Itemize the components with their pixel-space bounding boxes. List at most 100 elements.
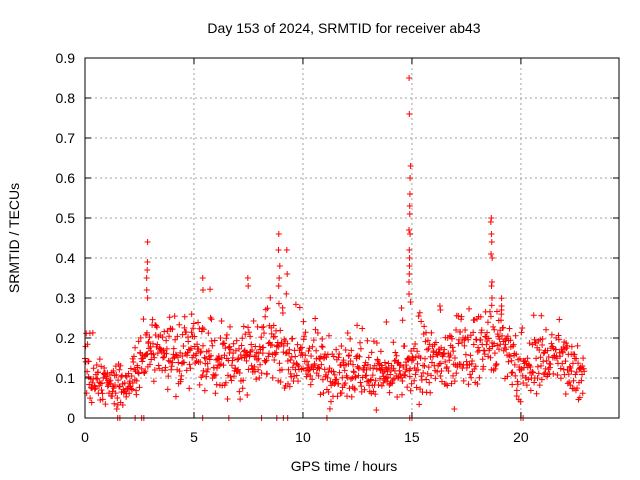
- data-point: [407, 163, 414, 169]
- data-point: [258, 334, 265, 341]
- data-point: [354, 322, 361, 329]
- data-point: [305, 348, 312, 355]
- data-point: [359, 325, 366, 332]
- data-point: [341, 367, 348, 374]
- data-point: [98, 387, 105, 394]
- data-point: [197, 359, 204, 366]
- data-point: [540, 358, 547, 365]
- data-point: [176, 368, 183, 375]
- data-point: [579, 371, 586, 378]
- data-point: [205, 330, 212, 337]
- data-point: [393, 352, 400, 359]
- data-point: [450, 372, 457, 379]
- data-point: [148, 356, 155, 363]
- data-point: [457, 328, 464, 335]
- data-point: [373, 406, 380, 413]
- data-point: [476, 374, 483, 381]
- data-point: [398, 305, 405, 312]
- data-point: [335, 354, 342, 361]
- data-point: [533, 390, 540, 397]
- data-point: [89, 329, 96, 336]
- data-point: [333, 376, 340, 383]
- data-point: [485, 335, 492, 342]
- data-point: [437, 360, 444, 367]
- x-tick-label: 20: [513, 429, 529, 445]
- data-point: [260, 323, 267, 330]
- data-point: [177, 349, 184, 356]
- data-point: [125, 370, 132, 377]
- data-point: [321, 366, 328, 373]
- data-point: [283, 247, 290, 253]
- data-point: [213, 381, 220, 388]
- data-point: [171, 313, 178, 320]
- data-point: [574, 385, 581, 392]
- data-point: [318, 361, 325, 368]
- data-point: [444, 382, 451, 389]
- data-point: [168, 363, 175, 370]
- data-point: [488, 231, 495, 237]
- data-point: [199, 287, 206, 293]
- data-point: [426, 379, 433, 386]
- data-point: [119, 402, 126, 409]
- data-point: [487, 313, 494, 320]
- data-point: [347, 357, 354, 364]
- data-point: [484, 329, 491, 336]
- data-point: [493, 361, 500, 368]
- data-point: [453, 370, 460, 377]
- data-point: [368, 349, 375, 356]
- data-point: [297, 345, 304, 352]
- data-point: [506, 352, 513, 359]
- data-point: [218, 354, 225, 361]
- data-point: [115, 377, 122, 384]
- data-point: [198, 348, 205, 355]
- data-point: [211, 372, 218, 379]
- data-point: [232, 347, 239, 354]
- data-point: [260, 344, 267, 351]
- data-point: [336, 350, 343, 357]
- data-point: [98, 363, 105, 370]
- data-point: [483, 341, 490, 348]
- data-point: [262, 313, 269, 320]
- data-point: [470, 329, 477, 336]
- data-point: [325, 332, 332, 339]
- data-point: [221, 340, 228, 347]
- data-point: [96, 356, 103, 363]
- data-point: [257, 361, 264, 368]
- data-point: [245, 329, 252, 336]
- data-point: [505, 358, 512, 365]
- data-point: [475, 344, 482, 351]
- data-point: [135, 338, 142, 345]
- data-point: [567, 365, 574, 372]
- data-point: [512, 332, 519, 339]
- data-point: [554, 372, 561, 378]
- data-point: [432, 375, 439, 382]
- data-point: [169, 359, 176, 366]
- data-point: [162, 364, 169, 371]
- data-point: [91, 383, 98, 390]
- data-point: [93, 375, 100, 382]
- data-point: [233, 337, 240, 344]
- data-point: [247, 348, 254, 355]
- data-point: [154, 341, 161, 348]
- data-point: [509, 381, 516, 388]
- data-point: [240, 348, 247, 355]
- data-point: [277, 327, 284, 334]
- y-tick-label: 0.9: [56, 50, 76, 66]
- data-point: [239, 385, 246, 392]
- data-point: [472, 363, 479, 370]
- data-point: [376, 375, 383, 382]
- data-point: [436, 303, 443, 309]
- data-point: [529, 368, 536, 375]
- data-point: [488, 279, 495, 285]
- data-point: [572, 371, 579, 378]
- data-point: [324, 374, 331, 381]
- data-point: [509, 369, 516, 376]
- data-point: [424, 370, 431, 377]
- data-point: [377, 348, 384, 355]
- data-point: [137, 334, 144, 341]
- data-point: [284, 271, 291, 277]
- data-point: [222, 379, 229, 386]
- data-point: [302, 329, 309, 336]
- data-point: [116, 366, 123, 373]
- data-point: [248, 341, 255, 348]
